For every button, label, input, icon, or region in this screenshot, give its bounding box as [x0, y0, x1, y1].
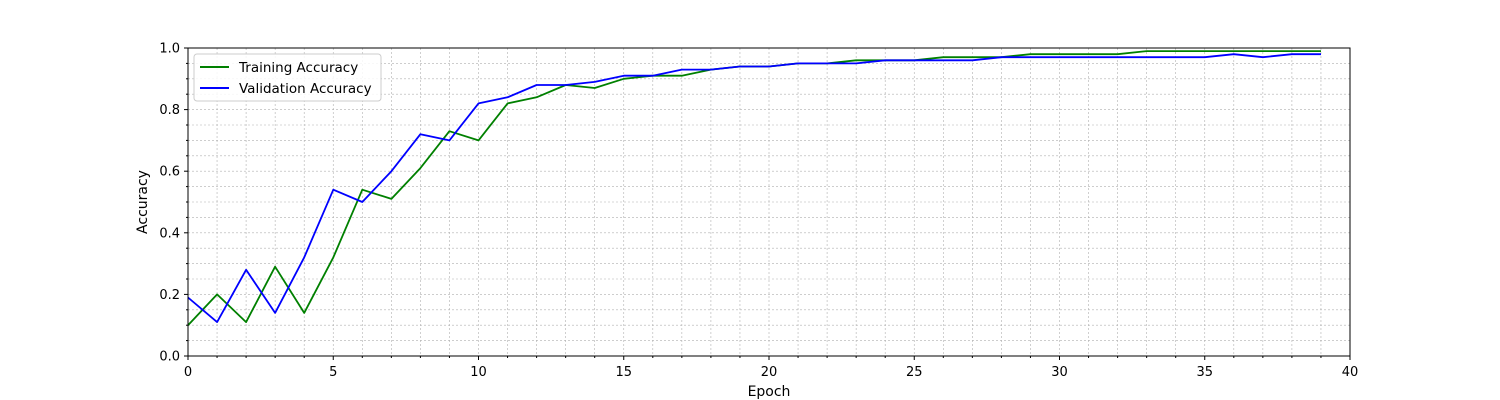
- x-tick-label: 30: [1051, 365, 1068, 380]
- x-tick-label: 0: [184, 365, 192, 380]
- y-tick-label: 0.8: [159, 103, 180, 118]
- legend-label-training: Training Accuracy: [238, 60, 358, 76]
- validation-accuracy-line: [187, 53, 1321, 324]
- legend-box: [193, 53, 382, 102]
- y-tick-label: 0.0: [159, 350, 180, 365]
- y-tick-label: 0.4: [159, 226, 180, 241]
- x-axis-label: Epoch: [748, 384, 791, 400]
- legend: Training Accuracy Validation Accuracy: [193, 53, 382, 102]
- x-tick-label: 15: [615, 365, 632, 380]
- y-tick-label: 1.0: [159, 42, 180, 57]
- x-tick-label: 10: [470, 365, 487, 380]
- y-tick-label: 0.2: [159, 288, 180, 303]
- axis-ticks: [184, 47, 1351, 360]
- x-tick-label: 40: [1342, 365, 1359, 380]
- grid: [187, 47, 1351, 357]
- x-tick-label: 25: [906, 365, 923, 380]
- legend-label-validation: Validation Accuracy: [239, 81, 372, 97]
- y-tick-label: 0.6: [159, 165, 180, 180]
- series-lines: [187, 50, 1321, 326]
- x-tick-label: 20: [761, 365, 778, 380]
- x-tick-label: 5: [329, 365, 337, 380]
- y-axis-label: Accuracy: [135, 170, 151, 234]
- x-tick-label: 35: [1196, 365, 1213, 380]
- tick-labels: 0 5 10 15 20 25 30 35 40 0.0 0.2 0.4 0.6 0.8 1.0: [159, 42, 1358, 381]
